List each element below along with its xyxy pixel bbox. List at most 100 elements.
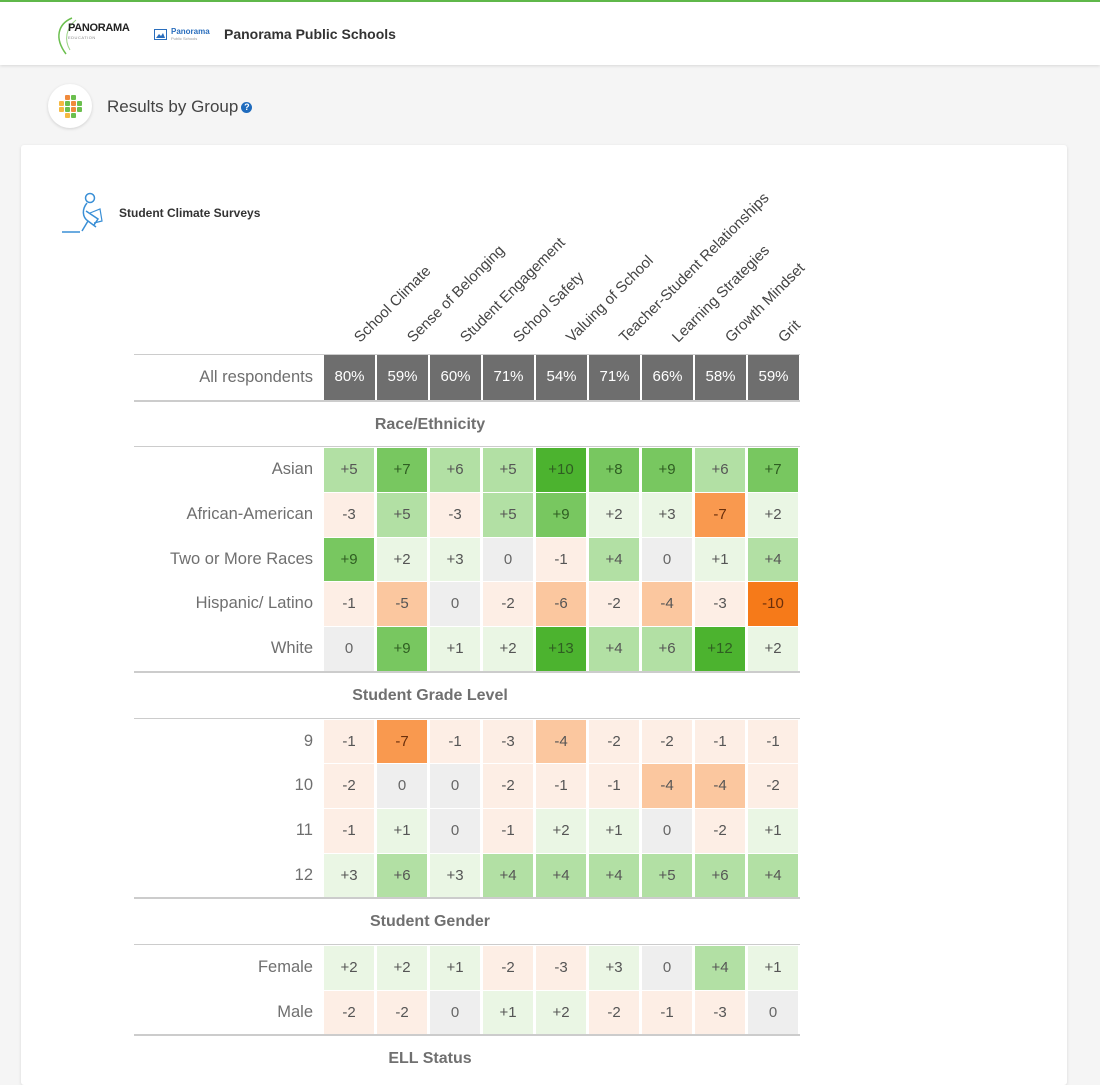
overall-cell[interactable]: 71%	[588, 355, 640, 400]
score-cell[interactable]: +5	[641, 852, 692, 898]
score-cell[interactable]: -4	[641, 581, 692, 627]
score-cell[interactable]: -3	[323, 492, 374, 537]
score-cell[interactable]: 0	[747, 989, 798, 1035]
overall-cell[interactable]: 80%	[323, 355, 375, 400]
score-cell[interactable]: -3	[482, 718, 533, 764]
score-cell[interactable]: +4	[482, 852, 533, 898]
help-icon[interactable]: ?	[241, 102, 253, 114]
score-cell[interactable]: +2	[376, 536, 427, 582]
score-cell[interactable]: -4	[641, 763, 692, 808]
score-cell[interactable]: -3	[429, 492, 480, 537]
score-cell[interactable]: +1	[376, 807, 427, 853]
score-cell[interactable]: +9	[376, 626, 427, 671]
score-cell[interactable]: 0	[376, 763, 427, 808]
score-cell[interactable]: -1	[323, 807, 374, 853]
score-cell[interactable]: -2	[323, 763, 374, 808]
score-cell[interactable]: -3	[694, 989, 745, 1035]
score-cell[interactable]: -1	[429, 718, 480, 764]
panorama-logo[interactable]: PANORAMA EDUCATION	[52, 16, 136, 58]
score-cell[interactable]: -3	[694, 581, 745, 627]
score-cell[interactable]: +1	[588, 807, 639, 853]
score-cell[interactable]: +3	[641, 492, 692, 537]
overall-cell[interactable]: 59%	[376, 355, 428, 400]
score-cell[interactable]: 0	[429, 581, 480, 627]
score-cell[interactable]: -2	[482, 763, 533, 808]
score-cell[interactable]: -2	[641, 718, 692, 764]
score-cell[interactable]: +2	[747, 626, 798, 671]
score-cell[interactable]: -1	[641, 989, 692, 1035]
score-cell[interactable]: +9	[535, 492, 586, 537]
score-cell[interactable]: -4	[535, 718, 586, 764]
score-cell[interactable]: +13	[535, 626, 586, 671]
score-cell[interactable]: +7	[376, 447, 427, 493]
score-cell[interactable]: +6	[694, 852, 745, 898]
score-cell[interactable]: +4	[694, 944, 745, 990]
score-cell[interactable]: +2	[535, 989, 586, 1035]
score-cell[interactable]: +5	[482, 492, 533, 537]
score-cell[interactable]: +4	[588, 626, 639, 671]
score-cell[interactable]: +4	[535, 852, 586, 898]
score-cell[interactable]: -7	[376, 718, 427, 764]
score-cell[interactable]: -1	[747, 718, 798, 764]
score-cell[interactable]: +2	[535, 807, 586, 853]
score-cell[interactable]: -10	[747, 581, 798, 627]
score-cell[interactable]: -2	[376, 989, 427, 1035]
score-cell[interactable]: 0	[429, 807, 480, 853]
score-cell[interactable]: 0	[641, 807, 692, 853]
score-cell[interactable]: -2	[588, 989, 639, 1035]
score-cell[interactable]: +5	[482, 447, 533, 493]
score-cell[interactable]: -2	[588, 581, 639, 627]
score-cell[interactable]: +9	[323, 536, 374, 582]
score-cell[interactable]: +7	[747, 447, 798, 493]
overall-cell[interactable]: 59%	[747, 355, 799, 400]
score-cell[interactable]: -2	[482, 944, 533, 990]
column-header[interactable]: Grit	[774, 316, 805, 346]
score-cell[interactable]: +2	[376, 944, 427, 990]
score-cell[interactable]: +1	[747, 944, 798, 990]
score-cell[interactable]: -1	[323, 581, 374, 627]
score-cell[interactable]: 0	[482, 536, 533, 582]
score-cell[interactable]: -1	[588, 763, 639, 808]
score-cell[interactable]: +3	[429, 852, 480, 898]
score-cell[interactable]: -2	[747, 763, 798, 808]
score-cell[interactable]: 0	[429, 763, 480, 808]
score-cell[interactable]: +2	[747, 492, 798, 537]
overall-cell[interactable]: 54%	[535, 355, 587, 400]
score-cell[interactable]: +6	[429, 447, 480, 493]
score-cell[interactable]: +5	[323, 447, 374, 493]
score-cell[interactable]: -2	[588, 718, 639, 764]
score-cell[interactable]: -7	[694, 492, 745, 537]
score-cell[interactable]: -2	[482, 581, 533, 627]
score-cell[interactable]: +1	[694, 536, 745, 582]
score-cell[interactable]: +4	[747, 536, 798, 582]
score-cell[interactable]: +6	[641, 626, 692, 671]
column-header[interactable]: Valuing of School	[562, 252, 657, 346]
score-cell[interactable]: -1	[694, 718, 745, 764]
score-cell[interactable]: 0	[641, 944, 692, 990]
score-cell[interactable]: +3	[429, 536, 480, 582]
score-cell[interactable]: -1	[482, 807, 533, 853]
score-cell[interactable]: +1	[482, 989, 533, 1035]
score-cell[interactable]: +1	[429, 944, 480, 990]
score-cell[interactable]: +6	[376, 852, 427, 898]
overall-cell[interactable]: 71%	[482, 355, 534, 400]
overall-cell[interactable]: 58%	[694, 355, 746, 400]
score-cell[interactable]: +2	[588, 492, 639, 537]
score-cell[interactable]: +3	[588, 944, 639, 990]
score-cell[interactable]: 0	[323, 626, 374, 671]
score-cell[interactable]: -3	[535, 944, 586, 990]
score-cell[interactable]: +12	[694, 626, 745, 671]
score-cell[interactable]: -2	[323, 989, 374, 1035]
district-logo[interactable]: Panorama Public Schools	[154, 27, 214, 43]
score-cell[interactable]: +4	[747, 852, 798, 898]
score-cell[interactable]: +2	[482, 626, 533, 671]
score-cell[interactable]: +5	[376, 492, 427, 537]
score-cell[interactable]: 0	[429, 989, 480, 1035]
score-cell[interactable]: -6	[535, 581, 586, 627]
score-cell[interactable]: +9	[641, 447, 692, 493]
score-cell[interactable]: +4	[588, 536, 639, 582]
score-cell[interactable]: +4	[588, 852, 639, 898]
score-cell[interactable]: -1	[535, 763, 586, 808]
column-header[interactable]: Learning Strategies	[668, 241, 773, 346]
score-cell[interactable]: -4	[694, 763, 745, 808]
